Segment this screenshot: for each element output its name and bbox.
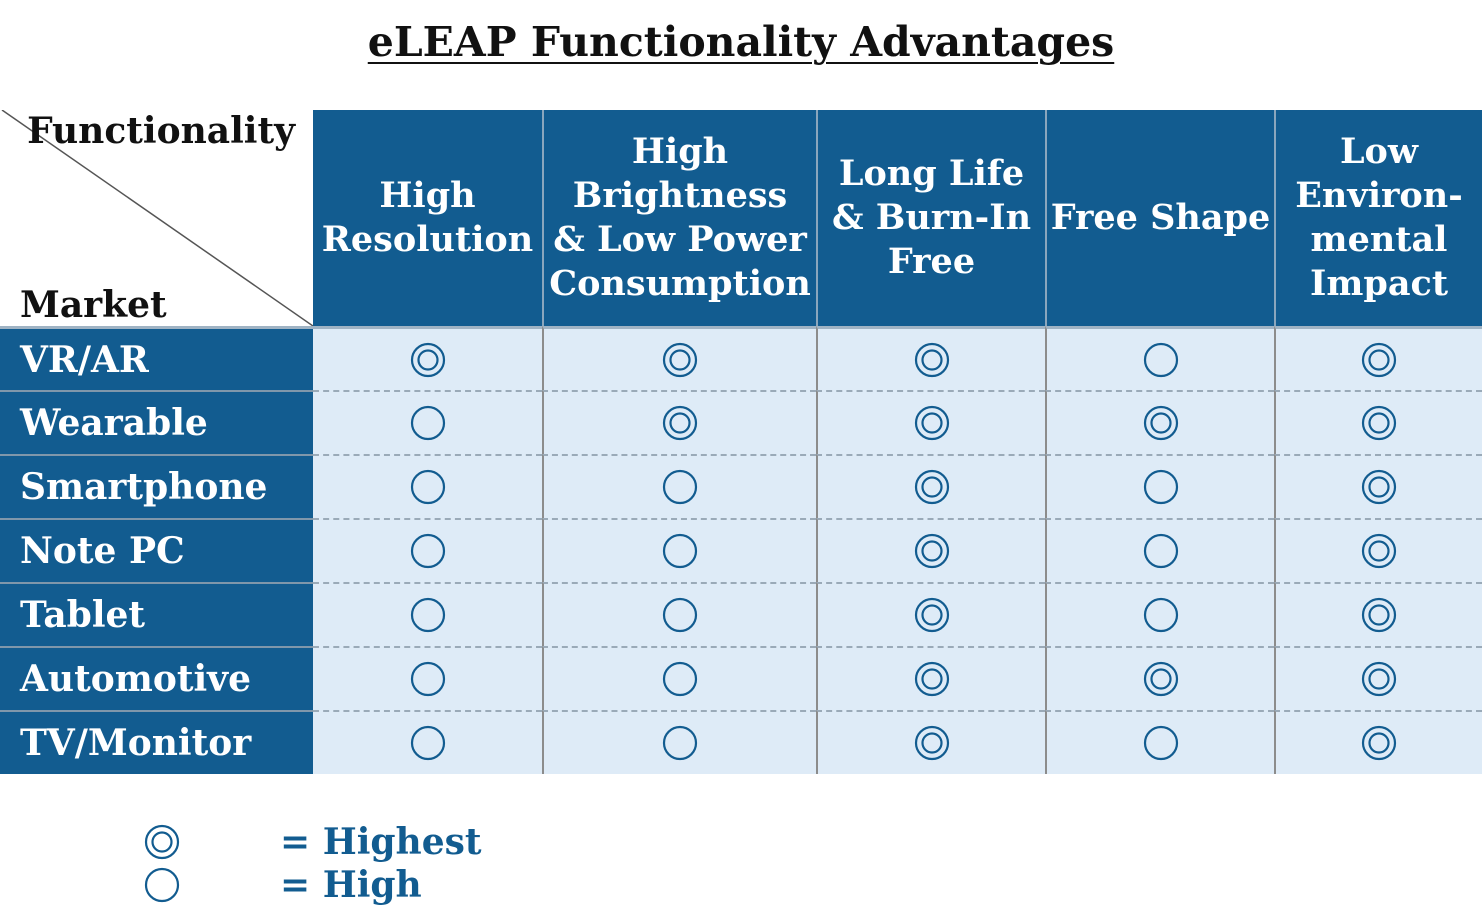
legend-item: = Highest — [144, 820, 482, 863]
rating-cell — [1045, 454, 1274, 518]
row-header: TV/Monitor — [0, 710, 313, 774]
row-header: Tablet — [0, 582, 313, 646]
rating-cell — [1274, 326, 1482, 390]
double-circle-icon — [662, 405, 698, 441]
rating-cell — [1274, 646, 1482, 710]
row-header: VR/AR — [0, 326, 313, 390]
circle-icon — [662, 597, 698, 633]
double-circle-icon — [1143, 405, 1178, 441]
rating-cell — [313, 582, 542, 646]
circle-icon — [662, 469, 698, 505]
circle-icon — [1143, 469, 1178, 505]
rating-cell — [1274, 390, 1482, 454]
page-title: eLEAP Functionality Advantages — [367, 18, 1115, 66]
column-header: Long Life & Burn-In Free — [816, 110, 1045, 326]
circle-icon — [410, 725, 445, 761]
double-circle-icon — [914, 469, 949, 505]
row-header: Wearable — [0, 390, 313, 454]
double-circle-icon — [144, 824, 180, 859]
double-circle-icon — [662, 342, 698, 377]
double-circle-icon — [914, 725, 949, 761]
column-header: High Brightness & Low Power Consumption — [542, 110, 816, 326]
circle-icon — [410, 469, 445, 505]
rating-cell — [1045, 326, 1274, 390]
row-header: Smartphone — [0, 454, 313, 518]
circle-icon — [410, 405, 445, 441]
circle-icon — [144, 867, 180, 902]
rating-cell — [313, 454, 542, 518]
legend-label: = Highest — [280, 820, 482, 863]
circle-icon — [410, 661, 445, 697]
circle-icon — [662, 533, 698, 569]
legend-item: = High — [144, 863, 482, 906]
double-circle-icon — [914, 533, 949, 569]
table-corner: Functionality Market — [0, 110, 313, 326]
circle-icon — [1143, 342, 1178, 377]
rating-cell — [816, 326, 1045, 390]
double-circle-icon — [1361, 661, 1397, 697]
rating-cell — [542, 326, 816, 390]
rating-cell — [816, 582, 1045, 646]
rating-cell — [542, 454, 816, 518]
double-circle-icon — [1143, 661, 1178, 697]
double-circle-icon — [410, 342, 445, 377]
rating-cell — [1274, 454, 1482, 518]
rating-cell — [1274, 518, 1482, 582]
rating-cell — [816, 710, 1045, 774]
column-header: High Resolution — [313, 110, 542, 326]
rating-cell — [313, 326, 542, 390]
circle-icon — [410, 533, 445, 569]
column-header: Low Environ- mental Impact — [1274, 110, 1482, 326]
row-header: Automotive — [0, 646, 313, 710]
rating-cell — [313, 518, 542, 582]
rating-cell — [816, 518, 1045, 582]
double-circle-icon — [1361, 725, 1397, 761]
double-circle-icon — [914, 661, 949, 697]
double-circle-icon — [1361, 597, 1397, 633]
circle-icon — [1143, 725, 1178, 761]
rating-cell — [816, 454, 1045, 518]
rating-cell — [816, 390, 1045, 454]
legend: = Highest = High — [144, 820, 482, 906]
rating-cell — [313, 710, 542, 774]
double-circle-icon — [1361, 533, 1397, 569]
rating-cell — [1045, 518, 1274, 582]
rating-cell — [313, 390, 542, 454]
double-circle-icon — [1361, 342, 1397, 377]
row-axis-label: Market — [20, 284, 167, 326]
circle-icon — [662, 725, 698, 761]
double-circle-icon — [914, 597, 949, 633]
double-circle-icon — [914, 342, 949, 377]
double-circle-icon — [1361, 469, 1397, 505]
rating-cell — [542, 390, 816, 454]
rating-cell — [542, 582, 816, 646]
double-circle-icon — [914, 405, 949, 441]
circle-icon — [662, 661, 698, 697]
functionality-table: Functionality Market High Resolution High… — [0, 110, 1482, 774]
rating-cell — [1045, 710, 1274, 774]
row-header: Note PC — [0, 518, 313, 582]
column-axis-label: Functionality — [27, 110, 295, 152]
circle-icon — [1143, 533, 1178, 569]
legend-label: = High — [280, 863, 422, 906]
rating-cell — [313, 646, 542, 710]
rating-cell — [1274, 582, 1482, 646]
column-header: Free Shape — [1045, 110, 1274, 326]
rating-cell — [542, 518, 816, 582]
rating-cell — [542, 710, 816, 774]
rating-cell — [1045, 646, 1274, 710]
circle-icon — [410, 597, 445, 633]
circle-icon — [1143, 597, 1178, 633]
rating-cell — [1045, 390, 1274, 454]
rating-cell — [816, 646, 1045, 710]
rating-cell — [1045, 582, 1274, 646]
corner-diagonal — [1, 110, 313, 326]
double-circle-icon — [1361, 405, 1397, 441]
rating-cell — [542, 646, 816, 710]
rating-cell — [1274, 710, 1482, 774]
